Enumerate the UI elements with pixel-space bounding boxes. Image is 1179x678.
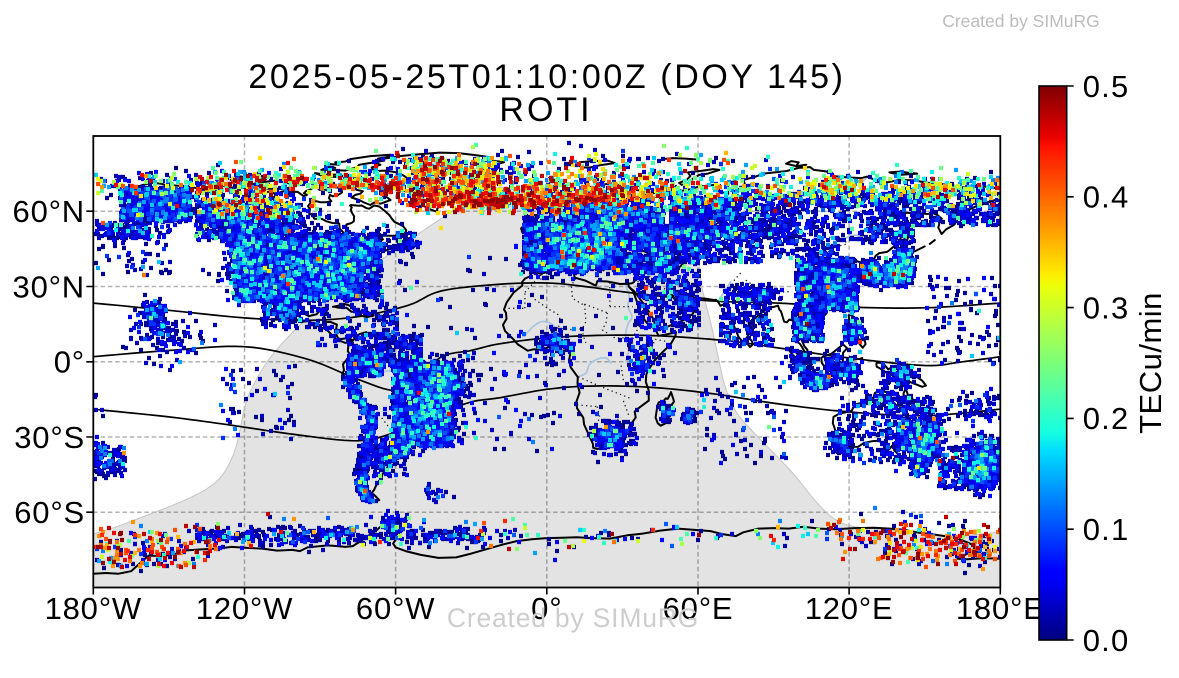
svg-text:60°W: 60°W xyxy=(356,591,435,626)
svg-text:0.1: 0.1 xyxy=(1083,512,1130,547)
svg-text:0°: 0° xyxy=(531,591,562,626)
svg-text:120°W: 120°W xyxy=(196,591,293,626)
svg-text:60°E: 60°E xyxy=(663,591,734,626)
svg-text:Created by SIMuRG: Created by SIMuRG xyxy=(447,603,699,633)
svg-text:TECu/min: TECu/min xyxy=(1133,292,1168,434)
svg-text:180°E: 180°E xyxy=(956,591,1045,626)
svg-text:Created by SIMuRG: Created by SIMuRG xyxy=(942,11,1100,31)
svg-text:0.5: 0.5 xyxy=(1083,69,1130,104)
svg-text:2025-05-25T01:10:00Z (DOY 145): 2025-05-25T01:10:00Z (DOY 145) xyxy=(248,58,845,96)
svg-text:60°S: 60°S xyxy=(14,495,85,530)
svg-text:180°W: 180°W xyxy=(45,591,142,626)
svg-text:ROTI: ROTI xyxy=(499,91,592,129)
svg-text:30°N: 30°N xyxy=(13,269,85,304)
svg-text:0.0: 0.0 xyxy=(1083,623,1130,658)
svg-text:0.3: 0.3 xyxy=(1083,290,1130,325)
svg-text:0.4: 0.4 xyxy=(1083,180,1130,215)
svg-text:60°N: 60°N xyxy=(13,194,85,229)
svg-text:0°: 0° xyxy=(54,345,85,380)
svg-text:30°S: 30°S xyxy=(14,420,85,455)
svg-text:0.2: 0.2 xyxy=(1083,401,1130,436)
svg-text:120°E: 120°E xyxy=(805,591,894,626)
